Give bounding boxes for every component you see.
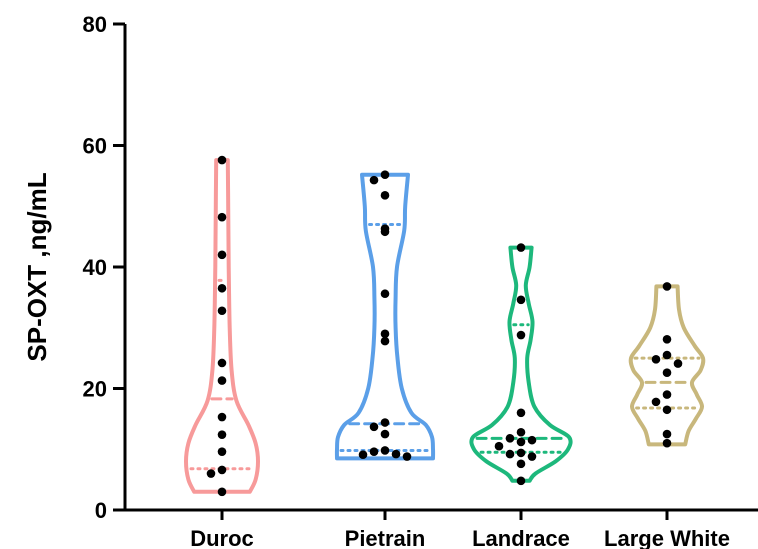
- data-point: [516, 448, 526, 458]
- axis-labels: SP-OXT ,ng/mL Duroc Pietrain Landrace Large…: [22, 172, 730, 549]
- data-point: [662, 438, 672, 448]
- data-point: [651, 397, 661, 407]
- data-point: [217, 306, 227, 316]
- data-point: [217, 155, 227, 165]
- data-point: [516, 437, 526, 447]
- y-tick-label: 0: [95, 498, 107, 523]
- data-point: [217, 376, 227, 385]
- y-tick-label: 40: [83, 255, 107, 280]
- x-tick-label: Large White: [604, 526, 730, 549]
- data-point: [516, 427, 526, 437]
- data-point: [380, 336, 390, 346]
- x-tick-label: Duroc: [190, 526, 254, 549]
- data-point: [662, 429, 672, 439]
- data-point: [516, 459, 526, 469]
- data-point: [673, 359, 683, 368]
- data-point: [358, 450, 368, 460]
- data-point: [516, 408, 526, 418]
- data-point: [516, 476, 526, 486]
- data-point: [206, 469, 216, 478]
- data-point: [217, 358, 227, 368]
- y-tick-label: 20: [83, 377, 107, 402]
- data-point: [505, 449, 515, 459]
- y-axis-title: SP-OXT ,ng/mL: [22, 172, 52, 361]
- data-point: [380, 191, 390, 200]
- data-point: [217, 465, 227, 475]
- data-point: [380, 227, 390, 237]
- data-point: [217, 250, 227, 260]
- violin-outline: [334, 172, 436, 461]
- data-point: [527, 452, 537, 461]
- data-point: [662, 368, 672, 378]
- x-tick-label: Pietrain: [345, 526, 426, 549]
- x-tick-label: Landrace: [472, 526, 570, 549]
- violins: [184, 158, 706, 494]
- data-point: [516, 330, 526, 340]
- data-point: [369, 422, 379, 432]
- data-point: [516, 243, 526, 252]
- data-point: [217, 212, 227, 222]
- data-point: [494, 441, 504, 451]
- axes: 0 20 40 60 80: [83, 12, 758, 523]
- data-point: [505, 434, 515, 443]
- data-point: [662, 282, 672, 291]
- data-point: [380, 418, 390, 427]
- data-point: [369, 447, 379, 456]
- data-point: [380, 289, 390, 299]
- data-point: [217, 487, 227, 497]
- violin-outline: [184, 158, 260, 494]
- data-point: [217, 447, 227, 456]
- y-tick-label: 60: [83, 134, 107, 159]
- data-point: [662, 405, 672, 415]
- data-point: [527, 435, 537, 445]
- data-point: [217, 412, 227, 422]
- data-point: [662, 350, 672, 360]
- data-point: [651, 355, 661, 364]
- data-point: [662, 334, 672, 344]
- data-point: [402, 452, 412, 461]
- data-point: [662, 390, 672, 399]
- data-point: [369, 175, 379, 185]
- violin-outline: [469, 245, 573, 483]
- data-point: [217, 430, 227, 439]
- data-points: [206, 155, 683, 497]
- y-tick-label: 80: [83, 12, 107, 37]
- violin-outline: [628, 284, 706, 447]
- data-point: [217, 283, 227, 293]
- data-point: [391, 449, 401, 459]
- data-point: [380, 429, 390, 439]
- data-point: [516, 295, 526, 305]
- data-point: [380, 446, 390, 455]
- data-point: [380, 329, 390, 339]
- data-point: [380, 170, 390, 179]
